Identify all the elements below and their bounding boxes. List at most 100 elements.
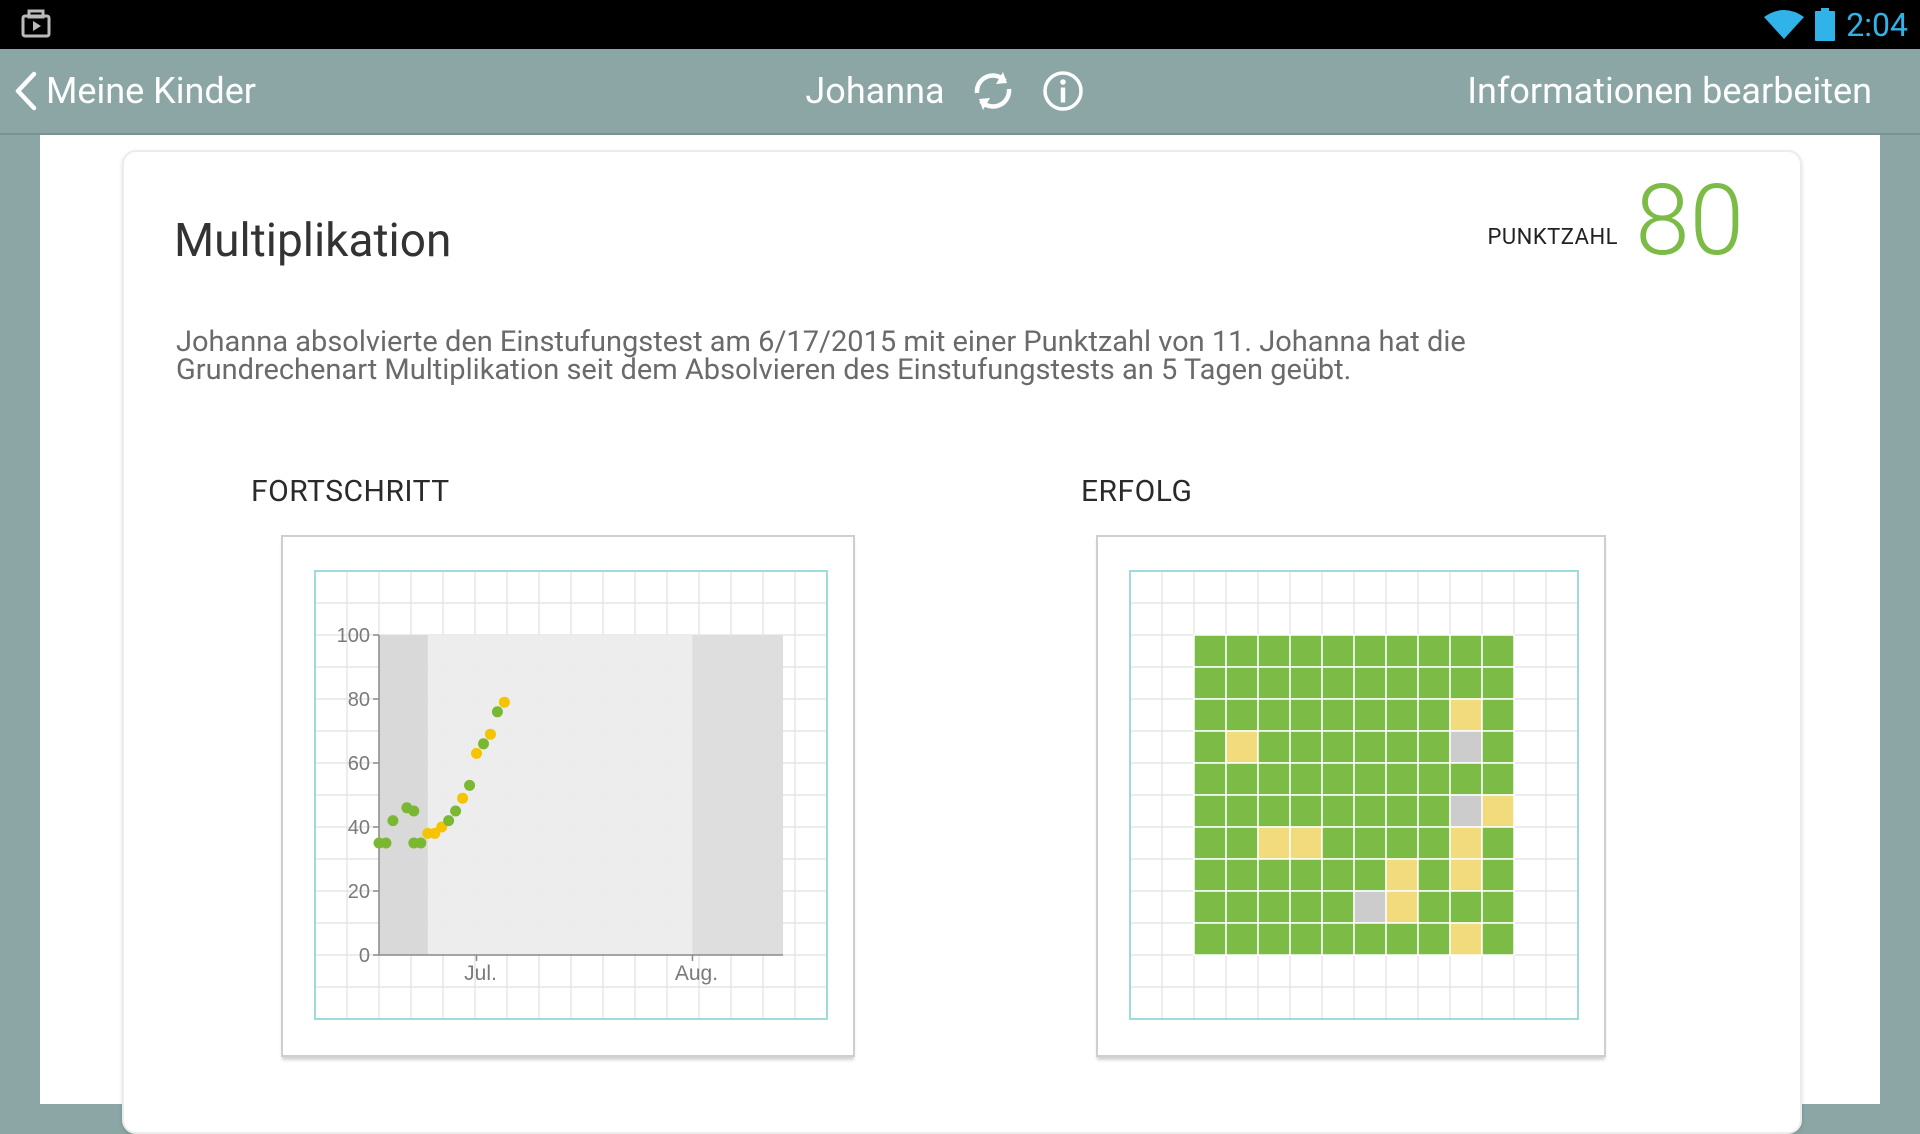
y-tick-label: 40	[348, 817, 370, 839]
progress-chart: 0 20 40 60 80 100 Jul. Aug.	[314, 570, 828, 1020]
success-cell	[1385, 666, 1419, 700]
success-cell	[1289, 794, 1323, 828]
media-icon	[21, 9, 51, 38]
edit-info-button[interactable]: Informationen bearbeiten	[1467, 70, 1872, 112]
success-cell	[1481, 730, 1515, 764]
success-cell	[1289, 922, 1323, 956]
content-sheet: Multiplikation PUNKTZAHL 80 Johanna abso…	[40, 135, 1880, 1134]
success-cell	[1193, 826, 1227, 860]
success-cell	[1385, 890, 1419, 924]
success-cell	[1481, 858, 1515, 892]
success-cell	[1193, 890, 1227, 924]
success-cell	[1289, 762, 1323, 796]
progress-chart-panel: 0 20 40 60 80 100 Jul. Aug.	[281, 535, 855, 1057]
sync-icon[interactable]	[967, 68, 1019, 114]
success-cell	[1417, 890, 1451, 924]
success-cell	[1257, 826, 1291, 860]
success-cell	[1385, 922, 1419, 956]
success-cell	[1353, 698, 1387, 732]
score-label: PUNKTZAHL	[1487, 225, 1618, 250]
status-bar: 2:04	[0, 0, 1920, 49]
description-text: Johanna absolvierte den Einstufungstest …	[176, 325, 1466, 387]
success-cell	[1449, 698, 1483, 732]
y-tick-label: 20	[348, 881, 370, 903]
success-cell	[1449, 922, 1483, 956]
success-cell	[1193, 666, 1227, 700]
data-point	[484, 728, 496, 740]
success-cell	[1385, 730, 1419, 764]
data-point	[415, 837, 427, 849]
success-cell	[1481, 890, 1515, 924]
success-cell	[1449, 794, 1483, 828]
success-grid	[1129, 570, 1579, 1020]
success-cell	[1225, 762, 1259, 796]
success-cell	[1257, 858, 1291, 892]
success-cell	[1225, 794, 1259, 828]
score-value: 80	[1635, 163, 1744, 278]
success-cell	[1193, 730, 1227, 764]
success-cell	[1481, 634, 1515, 668]
success-cell	[1353, 922, 1387, 956]
success-cell	[1385, 794, 1419, 828]
success-cell	[1417, 634, 1451, 668]
success-cell	[1321, 794, 1355, 828]
success-cell	[1449, 666, 1483, 700]
data-points	[373, 696, 510, 849]
y-tick-label: 80	[348, 689, 370, 711]
success-cell	[1449, 730, 1483, 764]
info-icon[interactable]	[1041, 69, 1085, 113]
success-cell	[1417, 730, 1451, 764]
success-cell	[1385, 762, 1419, 796]
page-title: Johanna	[805, 70, 945, 112]
data-point	[436, 821, 448, 833]
skill-card: Multiplikation PUNKTZAHL 80 Johanna abso…	[122, 150, 1802, 1134]
success-cell	[1321, 666, 1355, 700]
action-bar: Meine Kinder Johanna Informationen bearb…	[0, 49, 1920, 135]
status-time: 2:04	[1846, 5, 1908, 44]
success-cell	[1289, 666, 1323, 700]
success-cell	[1353, 762, 1387, 796]
success-cell	[1225, 922, 1259, 956]
success-cell	[1225, 666, 1259, 700]
success-cell	[1353, 794, 1387, 828]
success-cell	[1257, 666, 1291, 700]
y-tick-label: 60	[348, 753, 370, 775]
success-cell	[1353, 634, 1387, 668]
success-cell	[1417, 826, 1451, 860]
back-label: Meine Kinder	[46, 70, 256, 112]
data-point	[471, 747, 483, 759]
success-cell	[1193, 698, 1227, 732]
data-point	[408, 805, 420, 817]
success-cell	[1257, 794, 1291, 828]
back-button[interactable]: Meine Kinder	[12, 49, 256, 133]
wifi-icon	[1764, 9, 1805, 39]
success-cell	[1353, 730, 1387, 764]
success-cell	[1385, 698, 1419, 732]
success-cell	[1225, 858, 1259, 892]
success-cell	[1385, 634, 1419, 668]
data-point	[387, 815, 399, 827]
data-point	[464, 779, 476, 791]
success-cell	[1481, 794, 1515, 828]
success-cell	[1385, 826, 1419, 860]
success-cell	[1193, 922, 1227, 956]
success-cell	[1321, 826, 1355, 860]
success-cell	[1193, 858, 1227, 892]
success-cell	[1353, 858, 1387, 892]
chevron-left-icon	[15, 71, 37, 111]
success-cell	[1417, 922, 1451, 956]
success-cell	[1257, 890, 1291, 924]
success-cell	[1321, 634, 1355, 668]
success-cell	[1449, 634, 1483, 668]
success-cell	[1353, 890, 1387, 924]
success-cell	[1257, 634, 1291, 668]
success-cell	[1481, 826, 1515, 860]
data-point	[498, 696, 510, 708]
progress-label: FORTSCHRITT	[251, 474, 450, 509]
success-cell	[1289, 890, 1323, 924]
success-cell	[1321, 698, 1355, 732]
y-tick-label: 100	[337, 625, 370, 647]
success-cell	[1193, 794, 1227, 828]
success-cell	[1481, 922, 1515, 956]
success-cell	[1417, 698, 1451, 732]
